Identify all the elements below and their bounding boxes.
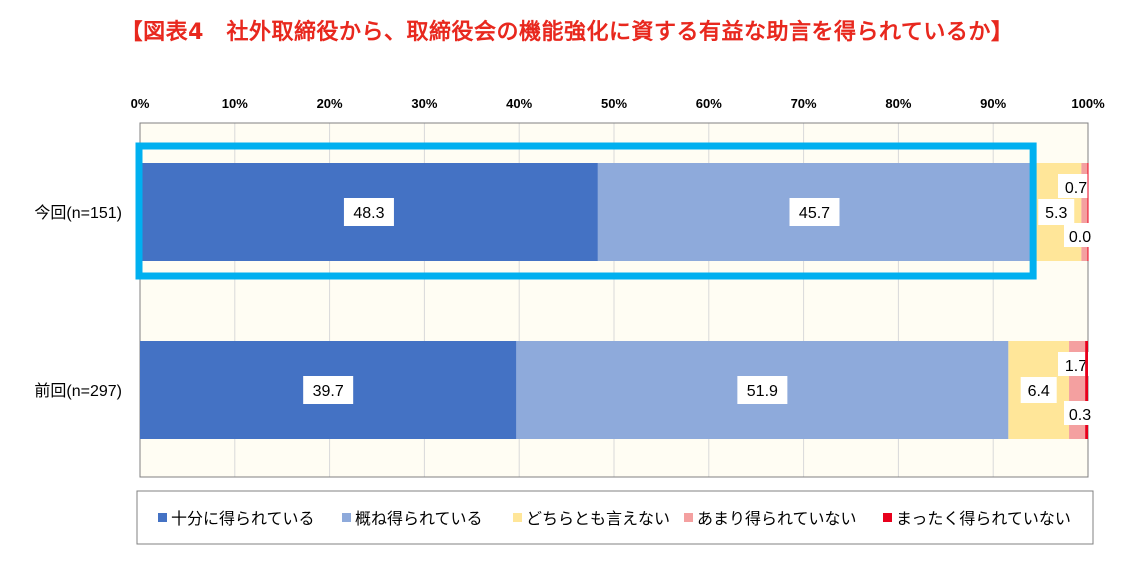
data-label: 5.3 [1045, 205, 1067, 222]
x-tick-label: 70% [791, 96, 817, 111]
data-label: 0.0 [1069, 229, 1091, 246]
legend-label: 十分に得られている [171, 510, 315, 528]
data-label: 6.4 [1028, 383, 1050, 400]
x-tick-label: 30% [411, 96, 437, 111]
data-label: 39.7 [313, 383, 344, 400]
x-tick-label: 50% [601, 96, 627, 111]
x-tick-label: 0% [131, 96, 150, 111]
x-tick-label: 90% [980, 96, 1006, 111]
legend-label: どちらとも言えない [526, 510, 670, 528]
legend-label: まったく得られていない [896, 510, 1071, 528]
legend-swatch [883, 513, 892, 522]
legend-label: 概ね得られている [355, 510, 483, 528]
legend-swatch [513, 513, 522, 522]
data-label: 0.3 [1069, 407, 1091, 424]
x-tick-label: 20% [317, 96, 343, 111]
data-label: 48.3 [353, 205, 384, 222]
category-label: 前回(n=297) [34, 382, 122, 400]
x-tick-label: 80% [885, 96, 911, 111]
category-label: 今回(n=151) [34, 204, 122, 222]
x-tick-label: 100% [1071, 96, 1105, 111]
data-label: 45.7 [799, 205, 830, 222]
x-tick-label: 40% [506, 96, 532, 111]
data-label: 1.7 [1065, 358, 1087, 375]
legend-swatch [158, 513, 167, 522]
legend-label: あまり得られていない [697, 510, 857, 528]
data-label: 0.7 [1065, 180, 1087, 197]
data-label: 51.9 [747, 383, 778, 400]
x-tick-label: 60% [696, 96, 722, 111]
legend-swatch [342, 513, 351, 522]
legend-swatch [684, 513, 693, 522]
x-tick-label: 10% [222, 96, 248, 111]
